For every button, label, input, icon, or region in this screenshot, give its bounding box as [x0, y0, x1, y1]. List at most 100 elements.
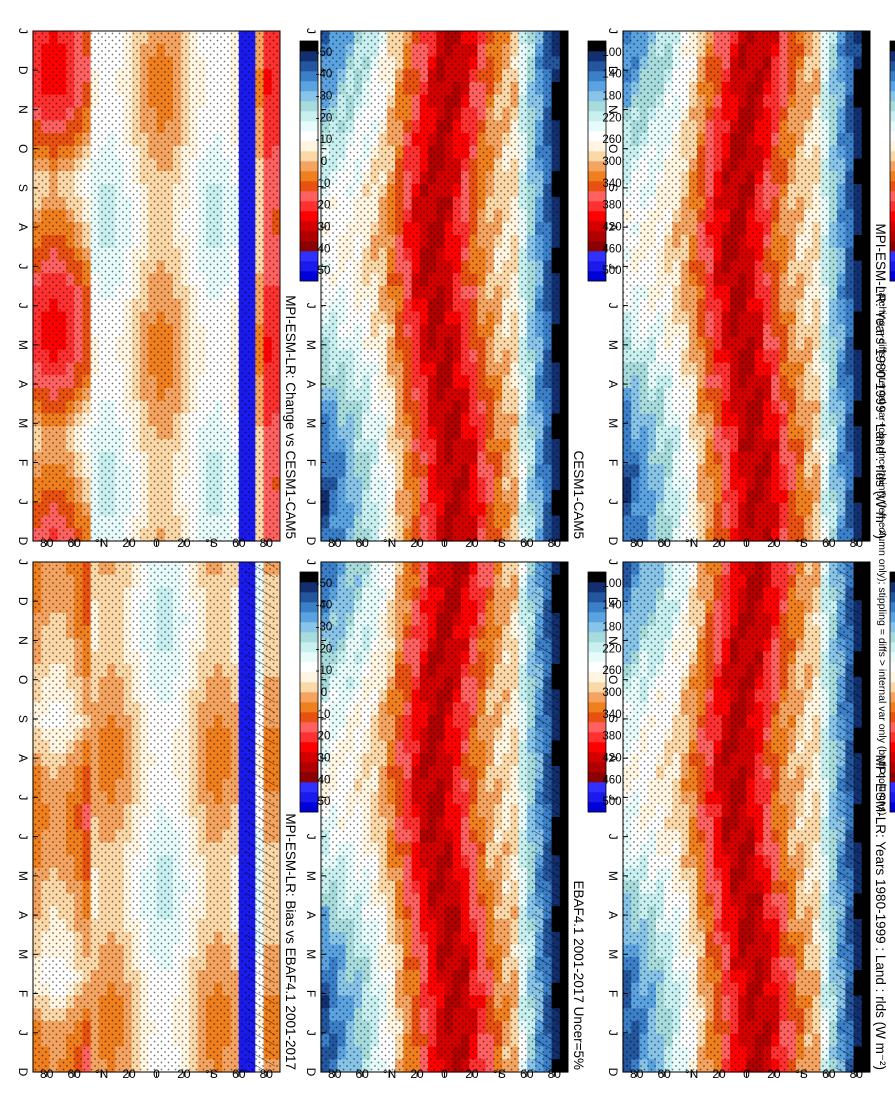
- month-label: M: [16, 871, 30, 881]
- lat-label: 80: [630, 1067, 644, 1081]
- month-label: M: [16, 949, 30, 959]
- lat-label: 80: [850, 1067, 864, 1081]
- lat-label: 60: [355, 1067, 369, 1081]
- colorbar-label: 50: [318, 796, 331, 808]
- colorbar-swatch: [300, 712, 318, 723]
- month-label: J: [606, 834, 620, 840]
- colorbar-label: 40: [318, 774, 331, 786]
- colorbar-swatch: [300, 682, 318, 693]
- colorbar-swatch: [890, 722, 895, 733]
- colorbar-label: -50: [316, 578, 333, 590]
- month-label: J: [16, 1030, 30, 1036]
- lat-label: 20: [767, 1067, 781, 1081]
- colorbar-swatch: [890, 602, 895, 613]
- colorbar-label: 0: [321, 687, 327, 699]
- month-label: M: [606, 871, 620, 881]
- month-label: D: [16, 1068, 30, 1077]
- month-label: A: [606, 911, 620, 919]
- colorbar-swatch: [300, 742, 318, 753]
- lat-label: 60: [657, 1067, 671, 1081]
- colorbar-label: -30: [316, 622, 333, 634]
- lat-label: 80: [328, 1067, 342, 1081]
- colorbar-label: 340: [602, 709, 621, 721]
- colorbar-label: 380: [602, 731, 621, 743]
- colorbar-swatch: [300, 802, 318, 813]
- colorbar-label: 460: [602, 774, 621, 786]
- lat-label: °N: [685, 1067, 698, 1081]
- month-label: M: [606, 949, 620, 959]
- month-label: A: [304, 911, 318, 919]
- colorbar-label: 260: [602, 665, 621, 677]
- colorbar-swatch: [890, 642, 895, 653]
- colorbar-swatch: [300, 692, 318, 703]
- colorbar-swatch: [300, 792, 318, 803]
- panel-title: MPI-ESM-LR: Bias vs EBAF4.1 2001-2017: [283, 813, 298, 1070]
- hatching-overlay: [835, 562, 866, 1072]
- lat-label: °S: [493, 1067, 506, 1081]
- colorbar-swatch: [300, 752, 318, 763]
- month-label: A: [16, 911, 30, 919]
- colorbar-label: -20: [316, 643, 333, 655]
- colorbar-swatch: [890, 792, 895, 803]
- colorbar-swatch: [890, 612, 895, 623]
- lat-label: 0: [153, 1067, 160, 1081]
- lat-label: 80: [40, 1067, 54, 1081]
- lat-label: 20: [177, 1067, 191, 1081]
- lat-label: °S: [795, 1067, 808, 1081]
- month-label: A: [16, 754, 30, 762]
- colorbar-swatch: [300, 782, 318, 793]
- lat-label: 60: [520, 1067, 534, 1081]
- month-label: O: [16, 675, 30, 684]
- colorbar-swatch: [300, 762, 318, 773]
- colorbar-label: -10: [316, 665, 333, 677]
- colorbar-swatch: [890, 772, 895, 783]
- colorbar-swatch: [890, 662, 895, 673]
- colorbar-swatch: [300, 722, 318, 733]
- month-label: J: [16, 559, 30, 565]
- colorbar-swatch: [890, 782, 895, 793]
- month-label: J: [16, 794, 30, 800]
- colorbar-label: 140: [602, 600, 621, 612]
- month-label: J: [304, 1030, 318, 1036]
- month-label: M: [304, 871, 318, 881]
- colorbar-swatch: [890, 582, 895, 593]
- colorbar-label: 20: [318, 731, 331, 743]
- lat-label: 80: [548, 1067, 562, 1081]
- month-label: F: [304, 990, 318, 997]
- month-label: F: [16, 990, 30, 997]
- lat-label: 20: [465, 1067, 479, 1081]
- colorbar-label: -40: [316, 600, 333, 612]
- stippling-overlay: [321, 562, 568, 1072]
- lat-label: 60: [232, 1067, 246, 1081]
- colorbar-swatch: [890, 702, 895, 713]
- month-label: N: [16, 636, 30, 645]
- lat-label: °N: [95, 1067, 108, 1081]
- hatching-overlay: [533, 562, 564, 1072]
- lat-label: °N: [383, 1067, 396, 1081]
- lat-label: 80: [260, 1067, 274, 1081]
- colorbar-swatch: [300, 732, 318, 743]
- lat-label: 60: [67, 1067, 81, 1081]
- colorbar-swatch: [890, 692, 895, 703]
- colorbar-swatch: [890, 742, 895, 753]
- stippling-overlay: [33, 562, 280, 1072]
- colorbar-label: 500: [602, 796, 621, 808]
- colorbar-swatch: [890, 592, 895, 603]
- lat-label: 20: [122, 1067, 136, 1081]
- hatching-overlay: [245, 562, 276, 1072]
- month-label: J: [606, 1030, 620, 1036]
- colorbar-swatch: [588, 742, 606, 753]
- colorbar-swatch: [890, 672, 895, 683]
- lat-label: 0: [743, 1067, 750, 1081]
- colorbar-swatch: [890, 572, 895, 583]
- month-label: S: [16, 715, 30, 723]
- colorbar-label: 220: [602, 643, 621, 655]
- colorbar-swatch: [890, 682, 895, 693]
